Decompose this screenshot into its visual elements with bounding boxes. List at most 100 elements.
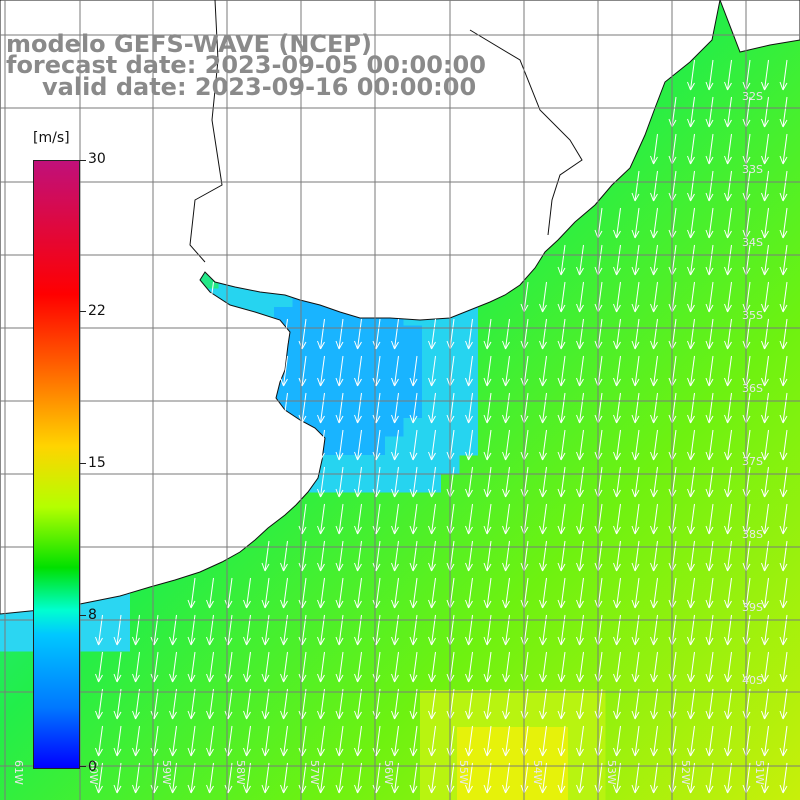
wind-arrow-head bbox=[449, 637, 455, 646]
wind-cell bbox=[0, 614, 19, 633]
wind-arrow-head bbox=[354, 673, 358, 683]
wind-arrow bbox=[653, 133, 658, 165]
wind-arrow bbox=[320, 392, 325, 424]
wind-arrow bbox=[727, 466, 732, 498]
wind-arrow bbox=[394, 725, 399, 757]
wind-arrow bbox=[690, 503, 695, 535]
wind-arrow-head bbox=[724, 599, 728, 609]
wind-arrow-head bbox=[705, 155, 710, 165]
wind-arrow-head bbox=[428, 747, 432, 757]
longitude-label: 54W bbox=[531, 760, 544, 785]
wind-arrow-head bbox=[375, 341, 381, 350]
wind-arrow-head bbox=[375, 748, 381, 757]
wind-arrow bbox=[338, 503, 344, 535]
wind-arrow-head bbox=[613, 636, 617, 646]
wind-arrow bbox=[116, 725, 122, 757]
wind-arrow bbox=[727, 133, 732, 165]
wind-arrow-head bbox=[557, 710, 562, 720]
wind-arrow bbox=[727, 281, 732, 313]
wind-cell bbox=[403, 399, 423, 419]
wind-arrow-head bbox=[465, 525, 469, 535]
wind-cell bbox=[586, 727, 606, 746]
wind-arrow bbox=[431, 762, 436, 794]
wind-arrow-head bbox=[338, 341, 344, 350]
wind-arrow-head bbox=[727, 82, 732, 91]
wind-cell bbox=[531, 727, 550, 746]
wind-arrow-head bbox=[335, 673, 340, 683]
wind-arrow bbox=[431, 725, 436, 757]
wind-arrow bbox=[690, 281, 695, 313]
wind-arrow bbox=[653, 762, 658, 794]
wind-cell bbox=[512, 764, 532, 783]
wind-cell bbox=[568, 727, 587, 746]
wind-arrow bbox=[745, 503, 751, 535]
wind-arrow bbox=[486, 725, 492, 757]
wind-arrow-head bbox=[650, 784, 654, 794]
wind-arrow bbox=[301, 577, 307, 609]
wind-arrow bbox=[634, 392, 640, 424]
wind-arrow-head bbox=[671, 563, 677, 572]
wind-arrow bbox=[634, 762, 640, 794]
wind-arrow bbox=[468, 429, 473, 461]
wind-arrow bbox=[431, 318, 436, 350]
wind-arrow bbox=[375, 466, 381, 498]
wind-arrow-head bbox=[560, 600, 566, 609]
wind-arrow bbox=[523, 466, 529, 498]
wind-arrow bbox=[301, 503, 307, 535]
wind-cell bbox=[311, 399, 330, 419]
wind-arrow-head bbox=[483, 784, 488, 794]
wind-cell bbox=[457, 782, 476, 800]
wind-arrow bbox=[690, 59, 695, 91]
wind-arrow-head bbox=[671, 785, 677, 794]
wind-arrow-head bbox=[560, 674, 566, 683]
wind-arrow-head bbox=[576, 562, 580, 572]
wind-cell bbox=[311, 307, 330, 326]
wind-arrow-head bbox=[745, 304, 751, 313]
wind-arrow-head bbox=[280, 377, 284, 387]
wind-arrow-head bbox=[705, 451, 710, 461]
wind-arrow-head bbox=[206, 303, 210, 313]
wind-arrow-head bbox=[745, 711, 751, 720]
wind-arrow-head bbox=[523, 415, 529, 424]
wind-arrow-head bbox=[650, 562, 654, 572]
wind-arrow-head bbox=[409, 599, 414, 609]
latitude-label: 37S bbox=[742, 455, 763, 468]
wind-arrow bbox=[708, 688, 714, 720]
wind-arrow-head bbox=[613, 747, 617, 757]
wind-arrow bbox=[653, 392, 658, 424]
wind-arrow-head bbox=[98, 711, 103, 720]
wind-arrow-head bbox=[727, 600, 732, 609]
wind-arrow bbox=[616, 762, 621, 794]
wind-arrow-head bbox=[576, 340, 580, 350]
wind-cell bbox=[457, 727, 476, 746]
wind-arrow bbox=[782, 170, 788, 202]
wind-arrow-head bbox=[782, 230, 788, 239]
wind-cell bbox=[549, 708, 569, 728]
wind-arrow bbox=[579, 503, 584, 535]
wind-arrow-head bbox=[449, 526, 455, 535]
wind-arrow bbox=[616, 392, 621, 424]
wind-arrow-head bbox=[560, 489, 566, 498]
wind-arrow-head bbox=[708, 637, 714, 646]
wind-arrow bbox=[579, 392, 584, 424]
wind-arrow-head bbox=[187, 599, 192, 609]
wind-arrow-head bbox=[523, 785, 529, 794]
wind-arrow bbox=[449, 429, 455, 461]
wind-arrow-head bbox=[634, 600, 640, 609]
wind-arrow-head bbox=[687, 636, 691, 646]
wind-arrow bbox=[671, 429, 677, 461]
wind-arrow-head bbox=[613, 377, 617, 387]
wind-arrow-head bbox=[727, 415, 732, 424]
wind-arrow-head bbox=[705, 192, 710, 202]
wind-arrow bbox=[671, 577, 677, 609]
wind-arrow-head bbox=[486, 674, 492, 683]
wind-arrow-head bbox=[779, 488, 784, 498]
wind-arrow-head bbox=[634, 637, 640, 646]
wind-arrow bbox=[579, 244, 584, 276]
wind-arrow-head bbox=[779, 229, 784, 239]
wind-arrow-head bbox=[631, 710, 636, 720]
wind-arrow bbox=[690, 133, 695, 165]
wind-arrow-head bbox=[650, 525, 654, 535]
wind-arrow-head bbox=[576, 636, 580, 646]
wind-arrow-head bbox=[354, 710, 358, 720]
